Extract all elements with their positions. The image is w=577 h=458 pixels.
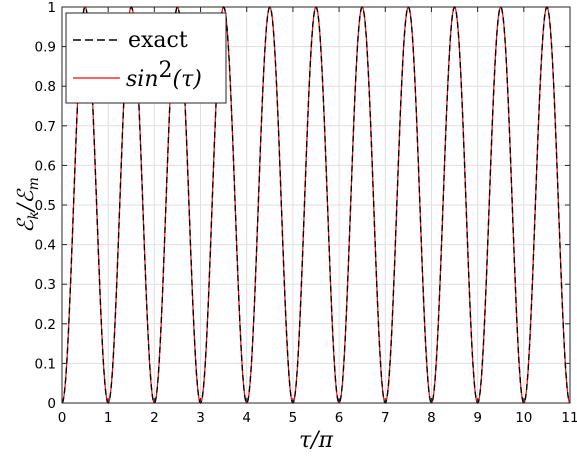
y-tick-label: 0.8 [35,79,56,95]
x-tick-label: 5 [289,410,298,426]
x-tick-label: 11 [561,410,577,426]
x-tick-label: 8 [427,410,436,426]
legend-label-sin2: sin2(τ) [126,58,202,92]
x-tick-label: 6 [335,410,344,426]
y-axis-label-sub2: m [26,177,42,190]
x-tick-label: 2 [150,410,159,426]
y-tick-label: 0.6 [35,158,56,174]
legend-box [65,12,227,104]
x-tick-label: 10 [515,410,532,426]
y-tick-label: 0.7 [35,119,56,135]
y-tick-label: 0 [47,396,56,412]
y-axis-label-main: ℰ [14,217,39,233]
legend: exact sin2(τ) [65,12,227,104]
x-tick-label: 3 [196,410,205,426]
y-axis-label-sub1: k [26,211,42,219]
x-tick-label: 1 [104,410,113,426]
y-tick-label: 0.2 [35,317,56,333]
y-tick-label: 0.4 [35,238,56,254]
tick-labels: 0 1 2 3 4 5 6 7 8 9 10 11 0 0.1 0.2 0.3 0.4 0.5 0.6 0.7 0.8 0… [35,0,577,426]
x-axis-label: τ/π [299,428,334,453]
x-tick-label: 0 [58,410,67,426]
x-tick-label: 7 [381,410,390,426]
x-tick-label: 9 [473,410,482,426]
y-tick-label: 0.9 [35,40,56,56]
ticks [61,6,571,404]
y-tick-label: 0.3 [35,277,56,293]
y-axis-label-slash: /ℰ [14,188,39,213]
legend-label-exact: exact [128,28,188,53]
x-tick-label: 4 [242,410,251,426]
y-axis-label: ℰk/ℰm [14,177,42,233]
y-tick-label: 0.1 [35,356,56,372]
y-tick-label: 1 [47,0,56,16]
y-tick-label: 0.5 [35,198,56,214]
